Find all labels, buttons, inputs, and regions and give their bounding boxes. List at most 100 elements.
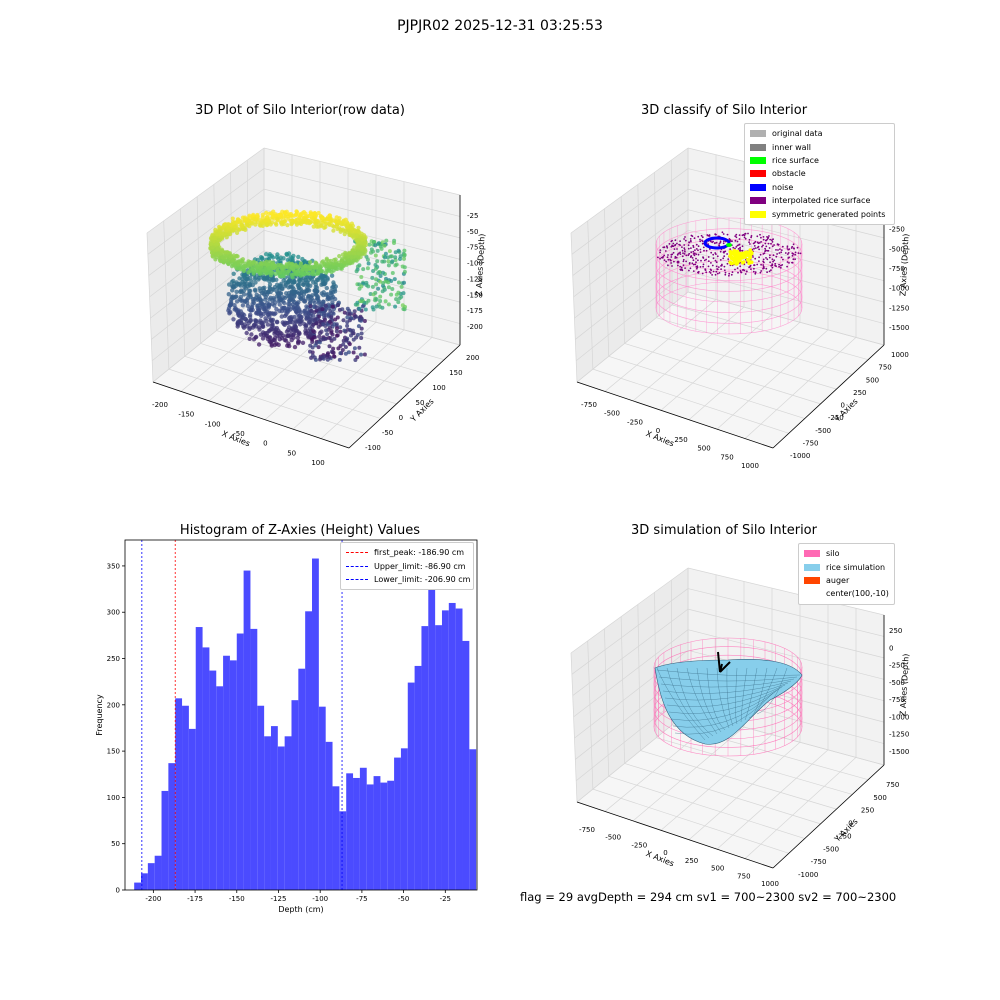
raw-point [338,351,343,356]
raw-point [323,336,328,341]
classify-point [766,258,769,261]
classify-point [739,248,741,251]
classify-point [714,252,717,254]
raw-point [234,299,240,304]
classify-point [792,258,795,261]
raw-point [226,306,232,311]
legend-label: inner wall [772,142,812,152]
sim-rice-body [654,659,803,745]
raw-point [344,337,349,342]
classify-point [693,237,696,240]
raw-point [293,289,298,295]
raw-point [228,254,233,259]
raw-point [308,332,313,337]
raw-point [257,327,262,332]
raw-y-tick: 200 [466,354,479,362]
raw-point [297,291,302,296]
raw-point [360,304,365,309]
histogram-bar [448,602,456,890]
classify-point [791,254,794,257]
raw-point [286,325,292,330]
classify-grid-line [592,368,789,434]
sim-mesh-line [748,667,768,719]
raw-point [210,245,215,250]
raw-point [268,222,273,227]
classify-point [684,239,687,242]
raw-point [235,282,240,287]
classify-point [772,260,774,263]
classify-y-tick: 0 [841,402,845,410]
classify-point [697,249,699,252]
legend-entry: silo [804,547,889,560]
histogram-bar [264,736,271,890]
raw-point [281,305,287,310]
classify-point [732,246,735,249]
raw-point [290,302,295,307]
sim-z-tick: -1000 [889,713,909,721]
classify-point [753,267,755,270]
raw-point [225,225,230,230]
legend-swatch [750,197,766,205]
classify-point [722,233,725,235]
classify-y-tick: 250 [853,389,866,397]
classify-point [697,270,700,273]
raw-point [341,342,346,347]
classify-point [758,256,760,259]
classify-point [760,236,762,239]
classify-point [673,260,675,263]
raw-point [243,227,248,232]
raw-point [370,284,375,289]
classify-point [749,260,754,265]
raw-point [357,286,362,291]
raw-z-tick: -25 [467,212,478,220]
raw-point [249,221,255,226]
raw-point [318,357,322,362]
raw-point [314,320,319,325]
raw-point [311,328,316,333]
raw-left-pane [147,148,264,382]
raw-point [310,337,315,342]
raw-point [337,254,342,259]
raw-point [273,271,278,277]
sim-mesh-line [658,676,798,682]
classify-point [715,270,718,273]
raw-point [382,259,387,264]
raw-point [260,268,266,273]
classify-point [731,240,733,243]
raw-point [231,278,236,284]
raw-point [373,290,378,295]
classify-y-axis-line [772,344,885,449]
raw-point [367,242,372,247]
raw-point [316,324,321,329]
raw-point [238,289,243,294]
raw-point [357,230,362,235]
classify-point [726,233,729,236]
raw-point [347,308,352,313]
raw-point [279,314,284,319]
histogram-y-tick: 0 [116,887,120,895]
classify-point [787,257,790,259]
raw-point [398,257,402,261]
classify-point [773,244,775,246]
classify-point [784,252,787,254]
raw-point [267,219,272,224]
classify-point [772,254,775,257]
raw-point [364,254,369,259]
sim-mesh-line [666,667,710,739]
raw-point [305,328,310,334]
classify-point [752,256,754,258]
histogram-legend: first_peak: -186.90 cm Upper_limit: -86.9… [340,542,474,591]
sim-grid-line [632,726,745,822]
raw-point [243,317,248,322]
raw-point [248,288,253,294]
raw-point [302,289,307,294]
raw-point [247,215,252,220]
classify-point [690,251,693,254]
raw-floor-pane [153,292,460,448]
classify-point [708,234,711,236]
raw-point [294,210,300,215]
histogram-bar [394,757,401,890]
raw-point [282,300,287,306]
raw-x-tick: -150 [178,411,194,419]
raw-point [227,311,232,316]
